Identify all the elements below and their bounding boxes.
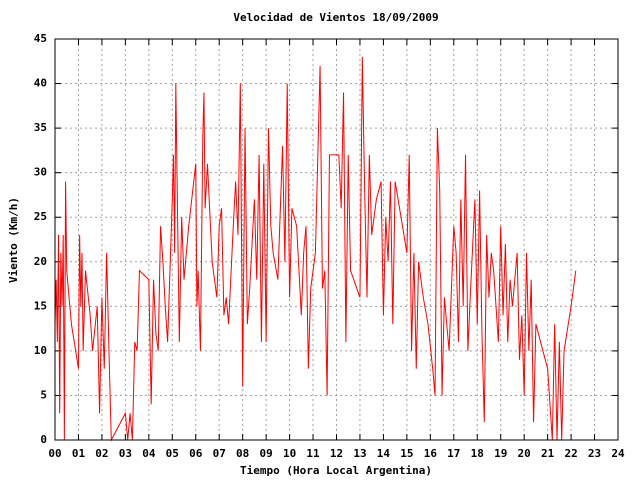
plot-frame xyxy=(54,38,619,441)
x-tick-label: 24 xyxy=(611,447,625,460)
x-tick-label: 19 xyxy=(494,447,507,460)
x-tick-label: 06 xyxy=(189,447,203,460)
x-tick-label: 23 xyxy=(588,447,601,460)
y-tick-label: 40 xyxy=(34,77,47,90)
x-tick-label: 05 xyxy=(166,447,179,460)
chart-title: Velocidad de Vientos 18/09/2009 xyxy=(233,11,438,24)
y-tick-label: 0 xyxy=(40,433,47,446)
x-tick-label: 01 xyxy=(72,447,86,460)
y-tick-label: 25 xyxy=(34,210,47,223)
x-tick-label: 16 xyxy=(424,447,438,460)
x-tick-label: 22 xyxy=(564,447,577,460)
y-tick-label: 5 xyxy=(40,388,47,401)
y-tick-label: 15 xyxy=(34,299,47,312)
x-tick-label: 03 xyxy=(119,447,132,460)
x-tick-label: 08 xyxy=(236,447,249,460)
x-tick-label: 14 xyxy=(377,447,391,460)
x-tick-label: 20 xyxy=(518,447,531,460)
x-tick-label: 09 xyxy=(260,447,273,460)
x-axis-label: Tiempo (Hora Local Argentina) xyxy=(240,464,432,477)
x-tick-label: 00 xyxy=(48,447,61,460)
y-tick-label: 35 xyxy=(34,121,47,134)
x-tick-label: 12 xyxy=(330,447,343,460)
x-tick-label: 21 xyxy=(541,447,555,460)
y-tick-label: 20 xyxy=(34,255,47,268)
x-tick-label: 02 xyxy=(95,447,108,460)
y-axis-label: Viento (Km/h) xyxy=(7,197,20,283)
y-tick-label: 45 xyxy=(34,32,47,45)
x-tick-label: 18 xyxy=(471,447,484,460)
x-tick-label: 04 xyxy=(142,447,156,460)
x-tick-label: 13 xyxy=(353,447,366,460)
x-tick-label: 17 xyxy=(447,447,460,460)
x-tick-label: 11 xyxy=(306,447,320,460)
wind-line xyxy=(54,56,577,442)
x-tick-label: 07 xyxy=(213,447,226,460)
y-tick-label: 10 xyxy=(34,344,47,357)
x-tick-label: 15 xyxy=(400,447,413,460)
x-tick-label: 10 xyxy=(283,447,296,460)
y-tick-label: 30 xyxy=(34,166,47,179)
